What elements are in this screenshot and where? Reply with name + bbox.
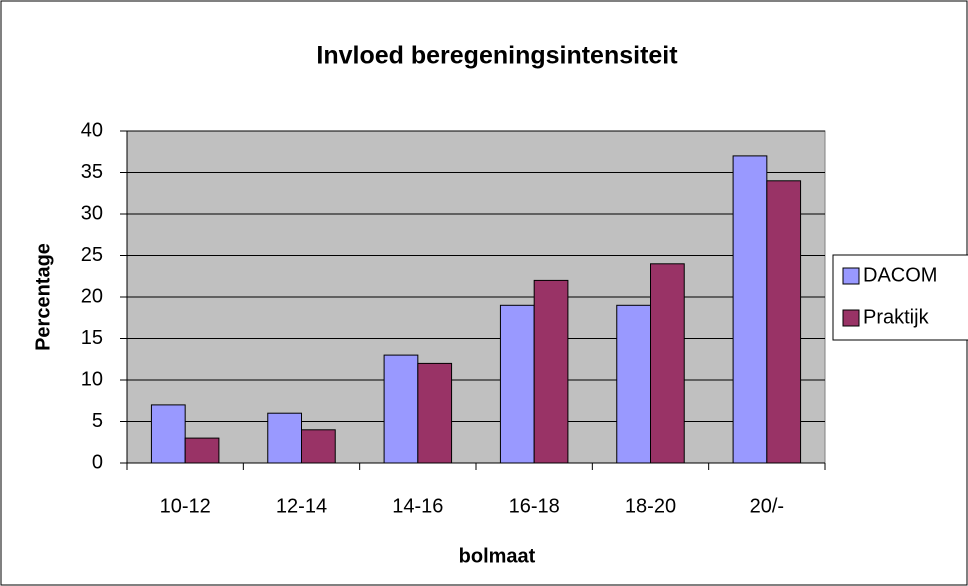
- chart-title: Invloed beregeningsintensiteit: [316, 42, 678, 70]
- bar: [301, 429, 336, 464]
- x-axis-label: bolmaat: [459, 545, 536, 567]
- x-tick-label: 16-18: [509, 495, 560, 517]
- bar: [184, 437, 220, 464]
- y-tick-label: 25: [81, 244, 103, 266]
- y-axis-label: Percentage: [32, 243, 54, 351]
- bar: [417, 362, 453, 464]
- bar: [616, 304, 651, 464]
- bar: [150, 404, 186, 464]
- bar: [533, 279, 569, 464]
- legend-swatch: [842, 267, 860, 285]
- x-tick-label: 10-12: [160, 495, 211, 517]
- legend-swatch: [842, 309, 860, 327]
- bar: [499, 304, 535, 464]
- x-tick-label: 18-20: [625, 495, 676, 517]
- bar: [383, 354, 419, 464]
- y-tick-label: 30: [81, 202, 103, 224]
- bar: [732, 155, 768, 464]
- bar: [267, 412, 303, 464]
- x-tick-label: 12-14: [276, 495, 327, 517]
- y-tick-label: 35: [81, 161, 103, 183]
- legend-label: Praktijk: [863, 306, 930, 328]
- x-tick-label: 14-16: [392, 495, 443, 517]
- y-tick-label: 10: [81, 368, 103, 390]
- legend-label: DACOM: [863, 264, 937, 286]
- y-tick-label: 15: [81, 327, 103, 349]
- y-tick-label: 40: [81, 119, 103, 141]
- y-tick-label: 0: [92, 451, 103, 473]
- y-tick-label: 20: [81, 285, 103, 307]
- bar: [766, 180, 802, 464]
- bar: [650, 263, 685, 464]
- x-tick-label: 20/-: [750, 495, 784, 517]
- y-tick-label: 5: [92, 410, 103, 432]
